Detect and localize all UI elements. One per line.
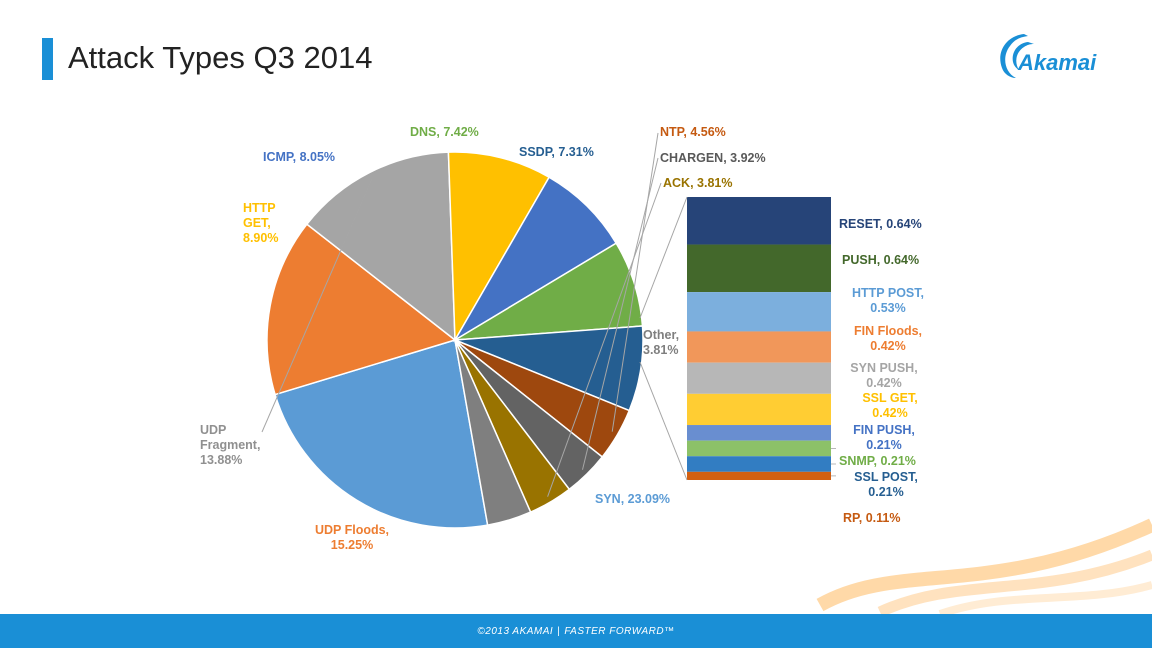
- data-label-dns: DNS, 7.42%: [410, 125, 479, 139]
- leader-line-chargen: [582, 157, 659, 470]
- data-label-chargen: CHARGEN, 3.92%: [660, 151, 766, 165]
- bar-segment-ssl-post: [687, 456, 831, 472]
- pie-slices: [266, 151, 644, 529]
- leader-line-ntp: [611, 132, 659, 432]
- footer-separator: |: [557, 626, 561, 637]
- bar-segment-syn-push: [687, 362, 831, 394]
- logo-swoosh-outer: [1000, 34, 1028, 78]
- data-label-other: Other, 3.81%: [643, 328, 679, 357]
- data-label-udp-fragment: UDP Fragment, 13.88%: [200, 423, 260, 467]
- footer-slogan: FASTER FORWARD™: [564, 626, 675, 637]
- pie-slice-syn: [274, 339, 489, 529]
- data-label-ack: ACK, 3.81%: [663, 176, 732, 190]
- footer-bar: [0, 614, 1152, 648]
- data-label-snmp: SNMP, 0.21%: [839, 454, 916, 468]
- akamai-logo: Akamai: [1000, 34, 1097, 78]
- other-breakdown-bar: [687, 197, 831, 480]
- bar-segment-ssl-get: [687, 393, 831, 426]
- data-label-icmp: ICMP, 8.05%: [263, 150, 335, 164]
- pie-slice-other: [454, 339, 532, 527]
- data-label-syn-push: SYN PUSH, 0.42%: [850, 361, 917, 390]
- data-label-push: PUSH, 0.64%: [842, 253, 919, 267]
- bar-segment-fin-push: [687, 425, 831, 441]
- decor-curve: [816, 518, 1152, 612]
- data-label-fin-floods: FIN Floods, 0.42%: [854, 324, 922, 353]
- connector-line-bottom: [639, 361, 688, 481]
- bar-segment-push: [687, 244, 831, 293]
- data-label-ssl-post: SSL POST, 0.21%: [854, 470, 918, 499]
- data-label-http-post: HTTP POST, 0.53%: [852, 286, 924, 315]
- leader-line-ack: [547, 182, 662, 497]
- page-title: Attack Types Q3 2014: [68, 40, 373, 75]
- data-label-syn: SYN, 23.09%: [595, 492, 670, 506]
- pie-slice-icmp: [452, 176, 618, 343]
- data-label-ssl-get: SSL GET, 0.42%: [862, 391, 917, 420]
- footer-text: ©2013 AKAMAI | FASTER FORWARD™: [0, 626, 1152, 637]
- logo-swoosh-inner: [1012, 42, 1034, 70]
- pie-slice-udp-fragment: [305, 151, 456, 342]
- data-label-udp-floods: UDP Floods, 15.25%: [315, 523, 389, 552]
- data-label-ssdp: SSDP, 7.31%: [519, 145, 594, 159]
- pie-slice-udp-floods: [266, 223, 457, 396]
- background-decor: [816, 518, 1152, 618]
- bar-segment-fin-floods: [687, 331, 831, 363]
- decor-curve: [877, 549, 1152, 617]
- pie-slice-http-get: [447, 151, 551, 343]
- connector-line-top: [639, 196, 688, 319]
- logo-text: Akamai: [1017, 50, 1097, 75]
- data-label-rp: RP, 0.11%: [843, 511, 900, 525]
- title-accent-bar: [42, 38, 53, 80]
- leader-line-udp-fragment: [261, 177, 373, 433]
- bar-segment-rp: [687, 471, 831, 480]
- data-label-ntp: NTP, 4.56%: [660, 125, 726, 139]
- data-labels: SYN, 23.09% UDP Floods, 15.25% UDP Fragment,…: [200, 125, 924, 552]
- decor-curve: [938, 581, 1152, 618]
- bar-segment-http-post: [687, 292, 831, 332]
- data-label-fin-push: FIN PUSH, 0.21%: [853, 423, 915, 452]
- data-label-http-get: HTTP GET, 8.90%: [243, 201, 278, 245]
- bar-segment-snmp: [687, 440, 831, 457]
- bar-segment-reset: [687, 197, 831, 245]
- data-label-reset: RESET, 0.64%: [839, 217, 922, 231]
- footer-copyright: ©2013 AKAMAI: [477, 626, 554, 637]
- leader-lines: [261, 132, 836, 497]
